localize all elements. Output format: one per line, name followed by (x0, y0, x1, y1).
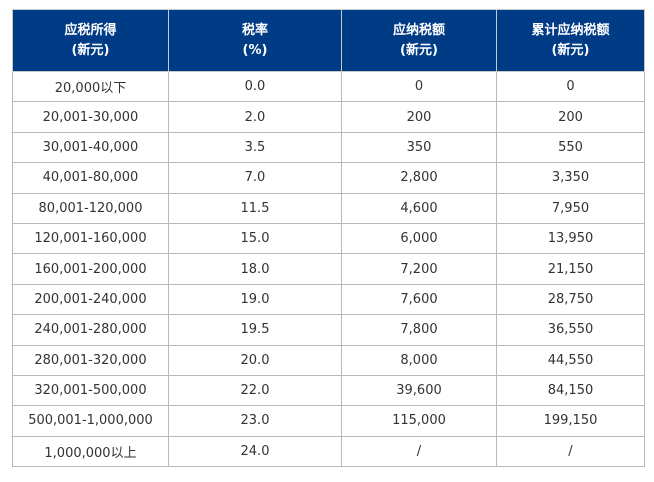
table-row: 40,001-80,000 7.0 2,800 3,350 (12, 162, 645, 194)
cumulative-tax-cell: 36,550 (496, 314, 645, 346)
taxable-income-cell: 80,001-120,000 (12, 192, 169, 224)
tax-rate-cell: 24.0 (168, 435, 342, 468)
header-tax-rate-title: 税率 (241, 22, 268, 38)
tax-payable-cell: 115,000 (341, 405, 497, 437)
table-row: 500,001-1,000,000 23.0 115,000 199,150 (12, 405, 645, 437)
cumulative-tax-cell: / (496, 435, 645, 468)
cumulative-tax-cell: 199,150 (496, 405, 645, 437)
taxable-income-cell: 1,000,000以上 (12, 435, 169, 468)
table-row: 160,001-200,000 18.0 7,200 21,150 (12, 253, 645, 285)
table-row: 320,001-500,000 22.0 39,600 84,150 (12, 374, 645, 407)
cumulative-tax-cell: 13,950 (496, 222, 645, 255)
tax-payable-cell: 350 (341, 131, 497, 164)
cumulative-tax-cell: 7,950 (496, 192, 645, 224)
table-row: 240,001-280,000 19.5 7,800 36,550 (12, 314, 645, 346)
tax-payable-cell: 8,000 (341, 344, 497, 376)
taxable-income-cell: 240,001-280,000 (12, 314, 169, 346)
header-cumulative-tax-unit: (新元) (551, 42, 590, 58)
tax-rate-table-container: 应税所得 (新元) 税率 (%) 应纳税额 (新元) 累计应纳税额 (新元) 2… (12, 9, 645, 468)
taxable-income-cell: 30,001-40,000 (12, 131, 169, 164)
header-tax-rate: 税率 (%) (168, 9, 342, 72)
cumulative-tax-cell: 44,550 (496, 344, 645, 376)
table-row: 20,001-30,000 2.0 200 200 (12, 101, 645, 133)
header-cumulative-tax: 累计应纳税额 (新元) (496, 9, 645, 72)
table-row: 1,000,000以上 24.0// (12, 435, 645, 468)
cumulative-tax-cell: 28,750 (496, 283, 645, 316)
cumulative-tax-cell: 21,150 (496, 253, 645, 285)
tax-rate-cell: 23.0 (168, 405, 342, 437)
cumulative-tax-cell: 550 (496, 131, 645, 164)
tax-rate-cell: 22.0 (168, 374, 342, 407)
tax-payable-cell: 7,600 (341, 283, 497, 316)
tax-rate-table: 应税所得 (新元) 税率 (%) 应纳税额 (新元) 累计应纳税额 (新元) 2… (12, 9, 645, 468)
cumulative-tax-cell: 84,150 (496, 374, 645, 407)
tax-rate-cell: 18.0 (168, 253, 342, 285)
tax-rate-cell: 19.0 (168, 283, 342, 316)
table-row: 30,001-40,000 3.5 350 550 (12, 131, 645, 164)
header-tax-rate-unit: (%) (242, 42, 268, 58)
tax-payable-cell: 6,000 (341, 222, 497, 255)
table-row: 280,001-320,000 20.0 8,000 44,550 (12, 344, 645, 376)
tax-payable-cell: 7,800 (341, 314, 497, 346)
table-row: 80,001-120,000 11.5 4,600 7,950 (12, 192, 645, 224)
header-taxable-income-unit: (新元) (71, 42, 110, 58)
taxable-income-cell: 40,001-80,000 (12, 162, 169, 194)
table-body: 20,000以下 0.0 0 0 20,001-30,000 2.0 200 200 30,00… (12, 70, 645, 468)
tax-rate-cell: 0.0 (168, 70, 342, 103)
taxable-income-cell: 120,001-160,000 (12, 222, 169, 255)
header-taxable-income: 应税所得 (新元) (12, 9, 169, 72)
header-tax-payable-title: 应纳税额 (392, 22, 445, 38)
cumulative-tax-cell: 0 (496, 70, 645, 103)
tax-rate-cell: 19.5 (168, 314, 342, 346)
taxable-income-cell: 320,001-500,000 (12, 374, 169, 407)
header-tax-payable-unit: (新元) (400, 42, 438, 58)
header-taxable-income-title: 应税所得 (64, 22, 117, 38)
header-cumulative-tax-title: 累计应纳税额 (531, 22, 610, 38)
taxable-income-cell: 160,001-200,000 (12, 253, 169, 285)
tax-payable-cell: / (341, 435, 497, 468)
tax-rate-cell: 2.0 (168, 101, 342, 133)
header-row: 应税所得 (新元) 税率 (%) 应纳税额 (新元) 累计应纳税额 (新元) (12, 9, 645, 72)
taxable-income-cell: 20,001-30,000 (12, 101, 169, 133)
taxable-income-cell: 500,001-1,000,000 (12, 405, 169, 437)
tax-payable-cell: 4,600 (341, 192, 497, 224)
tax-rate-cell: 7.0 (168, 162, 342, 194)
tax-payable-cell: 2,800 (341, 162, 497, 194)
tax-rate-cell: 20.0 (168, 344, 342, 376)
taxable-income-cell: 200,001-240,000 (12, 283, 169, 316)
cumulative-tax-cell: 200 (496, 101, 645, 133)
taxable-income-cell: 280,001-320,000 (12, 344, 169, 376)
cumulative-tax-cell: 3,350 (496, 162, 645, 194)
tax-payable-cell: 7,200 (341, 253, 497, 285)
header-tax-payable: 应纳税额 (新元) (341, 9, 497, 72)
tax-rate-cell: 3.5 (168, 131, 342, 164)
tax-payable-cell: 0 (341, 70, 497, 103)
tax-payable-cell: 200 (341, 101, 497, 133)
tax-rate-cell: 15.0 (168, 222, 342, 255)
tax-rate-cell: 11.5 (168, 192, 342, 224)
tax-payable-cell: 39,600 (341, 374, 497, 407)
taxable-income-cell: 20,000以下 (12, 70, 169, 103)
table-row: 20,000以下 0.0 0 0 (12, 70, 645, 103)
table-header: 应税所得 (新元) 税率 (%) 应纳税额 (新元) 累计应纳税额 (新元) (12, 9, 645, 72)
table-row: 120,001-160,000 15.0 6,000 13,950 (12, 222, 645, 255)
table-row: 200,001-240,000 19.0 7,600 28,750 (12, 283, 645, 316)
